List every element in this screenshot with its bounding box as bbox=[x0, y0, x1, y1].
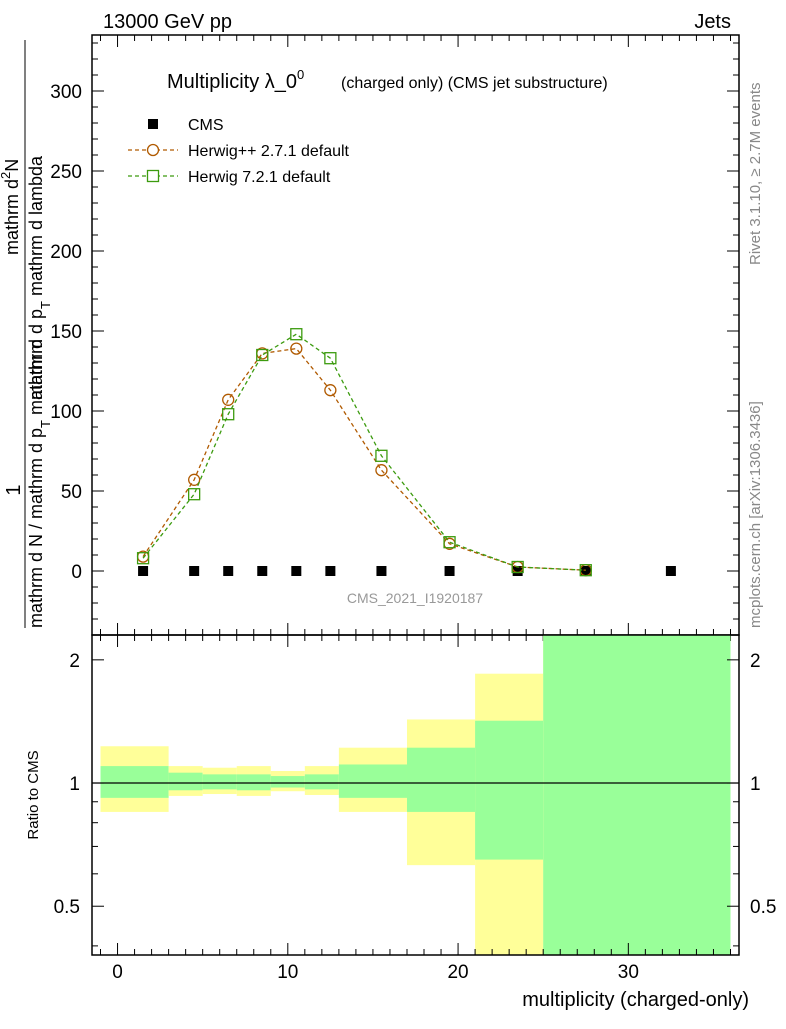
mcplots-label: mcplots.cern.ch [arXiv:1306.3436] bbox=[747, 401, 764, 628]
ylabel-num-2: mathrm d bbox=[26, 339, 46, 415]
svg-text:Multiplicity λ_00: Multiplicity λ_00 bbox=[167, 67, 304, 93]
rivet-label: Rivet 3.1.10, ≥ 2.7M events bbox=[747, 83, 764, 266]
ratio-band-inner bbox=[202, 774, 237, 790]
series-line bbox=[142, 347, 586, 571]
header-left: 13000 GeV pp bbox=[103, 11, 232, 33]
herwigpp-point bbox=[188, 473, 201, 486]
legend-label: Herwig++ 2.7.1 default bbox=[188, 143, 350, 160]
y-tick-label: 250 bbox=[50, 162, 82, 183]
legend-label: CMS bbox=[188, 117, 224, 134]
cms-data-point bbox=[580, 566, 591, 576]
ratio-band-inner bbox=[236, 774, 271, 791]
herwig7-point bbox=[443, 536, 456, 549]
herwig7-point bbox=[256, 348, 269, 362]
ylabel-num-2b: N bbox=[2, 159, 22, 172]
legend-label: Herwig 7.2.1 default bbox=[188, 169, 331, 186]
ratio-band-inner bbox=[168, 772, 203, 791]
herwig7-point bbox=[188, 488, 201, 501]
plot-title-sup: 0 bbox=[297, 67, 304, 82]
header-right: Jets bbox=[694, 11, 731, 33]
cms-data-point bbox=[257, 566, 268, 576]
cms-data-point bbox=[665, 566, 676, 576]
ylabel-num-2-text: mathrm d bbox=[2, 179, 22, 255]
herwigpp-point bbox=[290, 342, 303, 355]
ratio-band-inner bbox=[338, 764, 407, 798]
ylabel-den-2-sub: T bbox=[38, 301, 53, 309]
ratio-band-inner bbox=[475, 720, 544, 860]
ratio-band-inner bbox=[100, 766, 169, 798]
x-tick-label: 0 bbox=[112, 962, 123, 983]
cms-data-point bbox=[376, 566, 387, 576]
main-y-axis-label: 1 mathrm d N / mathrm d pT mathrm d math… bbox=[0, 40, 53, 628]
herwig7-point bbox=[222, 408, 235, 421]
ratio-y-tick-label: 2 bbox=[69, 651, 80, 672]
ratio-band-inner bbox=[304, 774, 339, 790]
ratio-y-axis-label: Ratio to CMS bbox=[25, 750, 42, 839]
ratio-band-inner bbox=[543, 635, 731, 955]
svg-text:mathrm d N / mathrm d pT mathr: mathrm d N / mathrm d pT mathrm d bbox=[26, 339, 53, 628]
ylabel-den-1-sub: T bbox=[38, 420, 53, 428]
ratio-frame bbox=[91, 634, 740, 956]
ratio-y-tick-label: 0.5 bbox=[54, 897, 80, 918]
svg-text:mathrm d pT mathrm d lambda: mathrm d pT mathrm d lambda bbox=[26, 155, 53, 400]
cms-data-point bbox=[138, 566, 149, 576]
ratio-y-tick-label-right: 0.5 bbox=[750, 897, 776, 918]
herwigpp-point bbox=[222, 393, 235, 406]
y-tick-label: 300 bbox=[50, 82, 82, 103]
y-tick-label: 0 bbox=[71, 562, 82, 583]
cms-data-point bbox=[291, 566, 302, 576]
herwigpp-point bbox=[375, 464, 388, 477]
herwigpp-point bbox=[324, 384, 337, 397]
herwig7-point bbox=[579, 564, 592, 577]
svg-text:mathrm d2N: mathrm d2N bbox=[0, 159, 22, 255]
cms-data-point bbox=[512, 566, 523, 576]
x-tick-label: 20 bbox=[447, 962, 468, 983]
x-tick-label: 10 bbox=[277, 962, 298, 983]
herwig7-point bbox=[290, 328, 303, 341]
ylabel-den-2: mathrm d p bbox=[26, 309, 46, 400]
herwig7-point bbox=[375, 449, 388, 462]
ratio-band-inner bbox=[270, 776, 305, 788]
watermark-label: CMS_2021_I1920187 bbox=[347, 590, 483, 606]
ylabel-num-1: 1 bbox=[3, 484, 25, 495]
plot-title: Multiplicity λ_00 (charged only) (CMS je… bbox=[167, 67, 608, 93]
legend-marker-cms bbox=[148, 119, 158, 129]
legend-marker-herwig7 bbox=[146, 169, 160, 183]
legend: CMS Herwig++ 2.7.1 default Herwig 7.2.1 de… bbox=[128, 117, 350, 186]
herwig7-point bbox=[511, 560, 524, 574]
legend-marker-herwigpp bbox=[146, 143, 160, 157]
ratio-band-inner bbox=[406, 747, 476, 812]
y-tick-label: 50 bbox=[61, 482, 82, 503]
x-axis-label: multiplicity (charged-only) bbox=[522, 989, 749, 1011]
herwig7-point bbox=[324, 352, 337, 365]
cms-data-point bbox=[325, 566, 336, 576]
series-line bbox=[142, 333, 586, 571]
cms-data-point bbox=[223, 566, 234, 576]
plot-title-main: Multiplicity λ_0 bbox=[167, 71, 297, 93]
ylabel-den-1: mathrm d N / mathrm d p bbox=[26, 428, 46, 628]
y-tick-label: 200 bbox=[50, 242, 82, 263]
herwig7-point bbox=[136, 552, 150, 565]
ratio-y-tick-label-right: 1 bbox=[750, 774, 761, 795]
y-tick-label: 100 bbox=[50, 402, 82, 423]
ratio-plot: 0 10 20 30 0.5 0.5 1 1 2 2 bbox=[54, 634, 776, 983]
x-tick-label: 30 bbox=[618, 962, 639, 983]
ylabel-num-2-sup: 2 bbox=[0, 172, 13, 179]
plot-title-small: (charged only) (CMS jet substructure) bbox=[341, 75, 608, 92]
cms-data-point bbox=[189, 566, 200, 576]
ratio-y-tick-label-right: 2 bbox=[750, 651, 761, 672]
ylabel-den-2b: mathrm d lambda bbox=[26, 155, 46, 301]
ratio-y-tick-label: 1 bbox=[69, 774, 80, 795]
y-tick-label: 150 bbox=[50, 322, 82, 343]
cms-data-point bbox=[444, 566, 455, 576]
